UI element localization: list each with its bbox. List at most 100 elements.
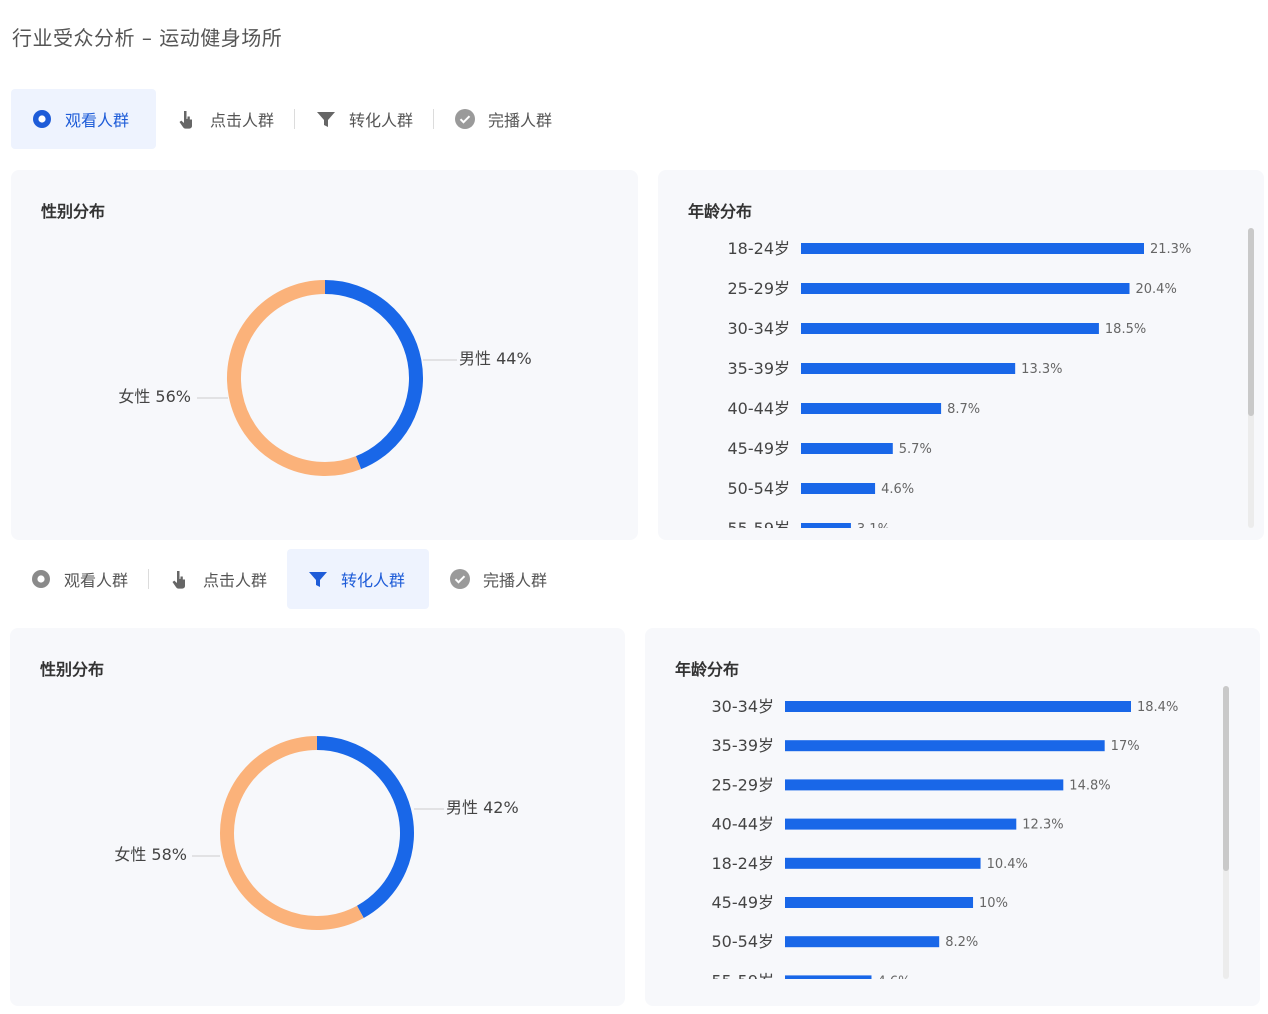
- donut-slice-female[interactable]: [220, 736, 364, 930]
- gender-donut-chart: 男性 42% 女性 58%: [114, 736, 519, 930]
- age-bar[interactable]: [785, 936, 940, 948]
- tab-label: 转化人群: [341, 571, 406, 590]
- age-bar[interactable]: [801, 283, 1130, 294]
- age-category-label: 25-29岁: [712, 775, 775, 794]
- age-bar[interactable]: [801, 483, 876, 494]
- age-category-label: 40-44岁: [728, 399, 791, 418]
- age-bar[interactable]: [801, 403, 942, 414]
- age-category-label: 40-44岁: [712, 815, 775, 834]
- age-value-label: 18.5%: [1105, 322, 1146, 337]
- age-value-label: 18.4%: [1137, 700, 1178, 715]
- female-label: 女性 56%: [118, 387, 191, 406]
- age-category-label: 50-54岁: [712, 932, 775, 951]
- tab-label: 转化人群: [349, 111, 414, 130]
- female-label: 女性 58%: [114, 845, 187, 864]
- age-category-label: 30-34岁: [728, 319, 791, 338]
- age-title: 年龄分布: [675, 660, 740, 679]
- age-bar[interactable]: [785, 701, 1131, 712]
- age-value-label: 17%: [1111, 739, 1140, 754]
- age-scrollbar[interactable]: [1223, 686, 1229, 979]
- age-category-label: 55-59岁: [712, 971, 775, 979]
- age-value-label: 8.7%: [947, 402, 980, 417]
- age-value-label: 5.7%: [899, 442, 932, 457]
- funnel-icon: [315, 108, 337, 130]
- tab-complete[interactable]: 完播人群: [429, 549, 567, 609]
- age-value-label: 4.6%: [881, 482, 914, 497]
- tab-divider: [433, 109, 435, 129]
- age-card-1: 年龄分布 18-24岁 21.3% 25-29岁 20.4% 30-34岁 18.5% 35…: [658, 170, 1264, 540]
- age-category-label: 45-49岁: [712, 893, 775, 912]
- age-bar[interactable]: [801, 323, 1099, 334]
- age-bar-chart: 30-34岁 18.4% 35-39岁 17% 25-29岁 14.8% 40-44岁 12.…: [712, 697, 1178, 979]
- age-bar[interactable]: [785, 779, 1064, 791]
- tab-divider: [148, 569, 150, 589]
- age-bar[interactable]: [785, 897, 974, 908]
- age-bar[interactable]: [785, 818, 1017, 830]
- pointer-hand-icon: [169, 568, 191, 590]
- gender-card-2: 性别分布 男性 42% 女性 58%: [10, 628, 625, 1006]
- age-bar[interactable]: [785, 857, 981, 869]
- age-bar[interactable]: [785, 740, 1105, 752]
- tab-watch[interactable]: 观看人群: [11, 89, 156, 149]
- pointer-hand-icon: [176, 108, 198, 130]
- gender-card-1: 性别分布 男性 44% 女性 56%: [11, 170, 638, 540]
- age-value-label: 12.3%: [1022, 818, 1063, 833]
- tab-label: 点击人群: [210, 111, 275, 130]
- age-bar[interactable]: [801, 523, 851, 528]
- age-category-label: 35-39岁: [712, 736, 775, 755]
- tab-label: 完播人群: [488, 111, 553, 130]
- tab-click[interactable]: 点击人群: [156, 89, 294, 149]
- age-value-label: 13.3%: [1021, 362, 1062, 377]
- male-label: 男性 42%: [446, 798, 519, 817]
- age-value-label: 10.4%: [987, 857, 1028, 872]
- scrollbar-thumb[interactable]: [1223, 686, 1229, 871]
- age-category-label: 18-24岁: [712, 854, 775, 873]
- age-value-label: 8.2%: [945, 935, 978, 950]
- age-category-label: 18-24岁: [728, 239, 791, 258]
- page-title: 行业受众分析 – 运动健身场所: [12, 26, 283, 50]
- audience-tabs-2: 观看人群 点击人群 转化人群 完播人群: [10, 549, 567, 609]
- age-bar[interactable]: [785, 975, 872, 979]
- age-bar[interactable]: [801, 363, 1016, 374]
- age-bar-list[interactable]: 18-24岁 21.3% 25-29岁 20.4% 30-34岁 18.5% 35-39岁 1…: [658, 228, 1248, 528]
- age-bar[interactable]: [801, 243, 1144, 254]
- tab-divider: [294, 109, 296, 129]
- tab-watch[interactable]: 观看人群: [10, 549, 148, 609]
- age-category-label: 55-59岁: [728, 519, 791, 528]
- tab-label: 点击人群: [203, 571, 268, 590]
- scrollbar-thumb[interactable]: [1248, 228, 1254, 416]
- gender-title: 性别分布: [41, 202, 106, 221]
- donut-slice-female[interactable]: [227, 280, 362, 476]
- age-card-2: 年龄分布 30-34岁 18.4% 35-39岁 17% 25-29岁 14.8% 40-4…: [645, 628, 1260, 1006]
- check-circle-icon: [454, 108, 476, 130]
- donut-slice-male[interactable]: [316, 736, 414, 918]
- check-circle-icon: [449, 568, 471, 590]
- age-value-label: 3.1%: [857, 522, 890, 528]
- tab-label: 完播人群: [483, 571, 548, 590]
- age-value-label: 10%: [979, 896, 1008, 911]
- tab-complete[interactable]: 完播人群: [434, 89, 572, 149]
- eye-circle-icon: [30, 568, 52, 590]
- age-value-label: 4.6%: [878, 974, 911, 979]
- age-category-label: 35-39岁: [728, 359, 791, 378]
- age-bar-chart: 18-24岁 21.3% 25-29岁 20.4% 30-34岁 18.5% 35-39岁 1…: [728, 239, 1191, 528]
- tab-convert[interactable]: 转化人群: [287, 549, 430, 609]
- tab-label: 观看人群: [65, 111, 130, 130]
- age-bar[interactable]: [801, 443, 893, 454]
- gender-title: 性别分布: [40, 660, 105, 679]
- age-category-label: 50-54岁: [728, 479, 791, 498]
- funnel-icon: [307, 568, 329, 590]
- age-bar-list[interactable]: 30-34岁 18.4% 35-39岁 17% 25-29岁 14.8% 40-44岁 12.…: [645, 686, 1223, 979]
- age-value-label: 14.8%: [1069, 778, 1110, 793]
- male-label: 男性 44%: [459, 349, 532, 368]
- age-scrollbar[interactable]: [1248, 228, 1254, 528]
- donut-slice-male[interactable]: [324, 280, 423, 470]
- tab-click[interactable]: 点击人群: [149, 549, 287, 609]
- age-category-label: 45-49岁: [728, 439, 791, 458]
- eye-circle-icon: [31, 108, 53, 130]
- age-value-label: 21.3%: [1150, 242, 1191, 257]
- tab-convert[interactable]: 转化人群: [295, 89, 433, 149]
- age-title: 年龄分布: [688, 202, 753, 221]
- audience-tabs-1: 观看人群 点击人群 转化人群 完播人群: [11, 89, 572, 149]
- age-value-label: 20.4%: [1136, 282, 1177, 297]
